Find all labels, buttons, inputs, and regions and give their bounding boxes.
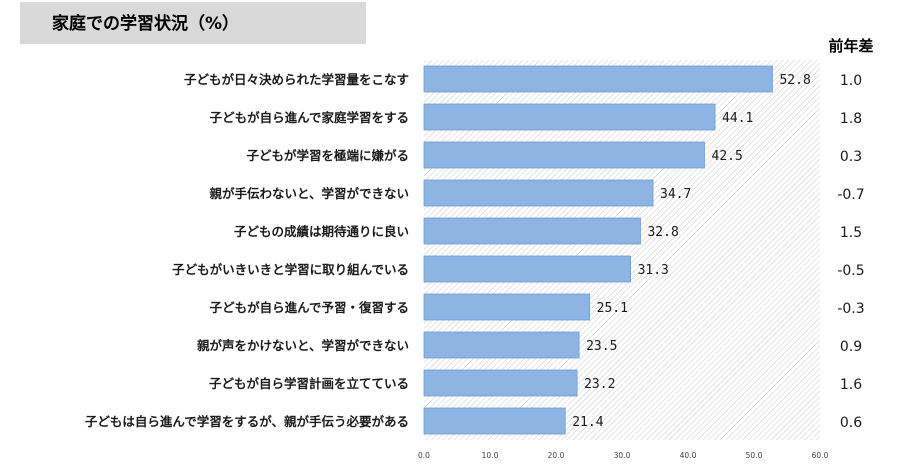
category-label: 親が声をかけないと、学習ができない bbox=[197, 338, 409, 353]
category-label: 子どもは自ら進んで学習をするが、親が手伝う必要がある bbox=[85, 414, 409, 429]
prev-diff-value: 1.6 bbox=[840, 377, 862, 393]
category-label: 子どもがいきいきと学習に取り組んでいる bbox=[172, 262, 409, 277]
value-label: 23.2 bbox=[584, 377, 615, 392]
title-box bbox=[20, 2, 366, 44]
value-label: 42.5 bbox=[712, 149, 743, 164]
value-label: 23.5 bbox=[586, 339, 617, 354]
category-label: 子どもが学習を極端に嫌がる bbox=[246, 148, 409, 163]
prev-diff-value: 0.6 bbox=[840, 415, 862, 431]
chart-title: 家庭での学習状況（%） bbox=[52, 14, 240, 34]
value-label: 44.1 bbox=[722, 111, 753, 126]
prev-diff-value: -0.5 bbox=[837, 263, 864, 279]
bar bbox=[423, 255, 631, 283]
bar bbox=[423, 407, 566, 435]
bar bbox=[423, 369, 578, 397]
value-label: 32.8 bbox=[647, 225, 678, 240]
value-label: 34.7 bbox=[660, 187, 691, 202]
x-tick-label: 20.0 bbox=[548, 451, 565, 460]
x-tick-label: 50.0 bbox=[746, 451, 763, 460]
prev-diff-header: 前年差 bbox=[828, 37, 874, 55]
x-tick-label: 40.0 bbox=[680, 451, 697, 460]
x-tick-label: 60.0 bbox=[812, 451, 829, 460]
x-tick-label: 10.0 bbox=[482, 451, 499, 460]
value-label: 52.8 bbox=[779, 73, 810, 88]
value-label: 25.1 bbox=[597, 301, 628, 316]
bar bbox=[423, 141, 705, 169]
x-tick-label: 0.0 bbox=[418, 451, 430, 460]
category-label: 子どもが自ら進んで予習・復習する bbox=[210, 300, 409, 315]
value-label: 21.4 bbox=[572, 415, 603, 430]
bar bbox=[423, 103, 716, 131]
prev-diff-value: 0.9 bbox=[840, 339, 862, 355]
category-label: 親が手伝わないと、学習ができない bbox=[209, 186, 409, 201]
bar bbox=[423, 65, 773, 93]
category-label: 子どもが日々決められた学習量をこなす bbox=[184, 72, 409, 87]
prev-diff-value: -0.3 bbox=[837, 301, 864, 317]
bar bbox=[423, 293, 591, 321]
prev-diff-value: -0.7 bbox=[837, 187, 864, 203]
category-label: 子どもが自ら学習計画を立てている bbox=[209, 376, 409, 391]
category-label: 子どもの成績は期待通りに良い bbox=[234, 224, 409, 239]
bar bbox=[423, 217, 641, 245]
prev-diff-value: 1.8 bbox=[840, 111, 862, 127]
category-label: 子どもが自ら進んで家庭学習をする bbox=[210, 110, 409, 125]
bar bbox=[423, 331, 580, 359]
prev-diff-value: 1.0 bbox=[840, 73, 862, 89]
x-tick-label: 30.0 bbox=[614, 451, 631, 460]
prev-diff-value: 0.3 bbox=[840, 149, 862, 165]
prev-diff-value: 1.5 bbox=[840, 225, 862, 241]
bar bbox=[423, 179, 654, 207]
value-label: 31.3 bbox=[638, 263, 669, 278]
